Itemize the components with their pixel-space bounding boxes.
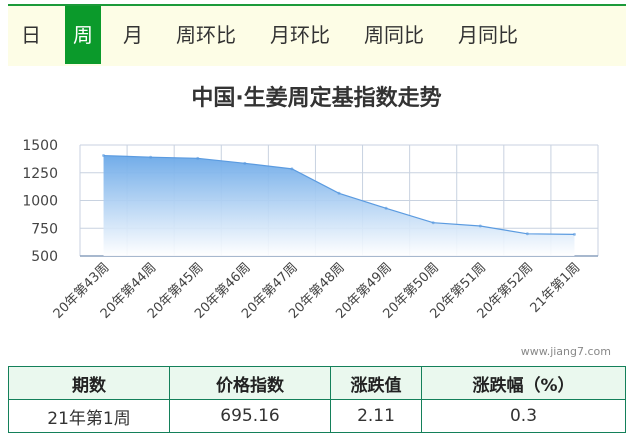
y-tick-label-1250: 1250 <box>22 166 58 182</box>
column-header-index: 价格指数 <box>169 366 331 400</box>
tab-week[interactable]: 周 <box>65 6 101 64</box>
tab-week-year-over-year[interactable]: 周同比 <box>364 23 424 47</box>
data-point-1 <box>149 155 153 159</box>
tab-month[interactable]: 月 <box>123 23 143 47</box>
column-header-change-percent: 涨跌幅（%） <box>421 366 626 400</box>
data-point-6 <box>384 206 388 210</box>
data-point-8 <box>478 224 482 228</box>
y-tick-label-1000: 1000 <box>22 194 58 210</box>
cell-period: 21年第1周 <box>8 399 170 433</box>
data-point-4 <box>290 167 294 171</box>
data-point-2 <box>196 156 200 160</box>
table-header-row: 期数 价格指数 涨跌值 涨跌幅（%） <box>8 366 626 400</box>
data-point-0 <box>102 154 106 158</box>
chart-title: 中国·生姜周定基指数走势 <box>191 86 442 111</box>
cell-index: 695.16 <box>169 399 331 433</box>
watermark: www.jiang7.com <box>520 345 611 358</box>
data-point-10 <box>572 232 576 236</box>
cell-change-value: 2.11 <box>330 399 422 433</box>
tab-month-over-month[interactable]: 月环比 <box>270 23 330 47</box>
data-point-9 <box>525 232 529 236</box>
index-summary-table: 期数 价格指数 涨跌值 涨跌幅（%） 21年第1周 695.16 2.11 0.… <box>8 366 626 433</box>
table-row: 21年第1周 695.16 2.11 0.3 <box>8 399 626 433</box>
data-point-3 <box>243 161 247 165</box>
data-point-5 <box>337 191 341 195</box>
tab-day[interactable]: 日 <box>21 23 41 47</box>
column-header-period: 期数 <box>8 366 170 400</box>
x-tick-label-10: 21年第1周 <box>528 260 584 316</box>
y-tick-label-750: 750 <box>31 221 58 237</box>
series-area <box>103 155 575 256</box>
period-tab-bar: 日 周 月 周环比 月环比 周同比 月同比 <box>8 4 626 66</box>
cell-change-percent: 0.3 <box>421 399 626 433</box>
tab-month-year-over-year[interactable]: 月同比 <box>458 23 518 47</box>
index-trend-chart: 50075010001250150020年第43周20年第44周20年第45周2… <box>22 138 599 322</box>
column-header-change-value: 涨跌值 <box>330 366 422 400</box>
y-tick-label-1500: 1500 <box>22 138 58 154</box>
data-point-7 <box>431 221 435 225</box>
tab-week-over-week[interactable]: 周环比 <box>176 23 236 47</box>
y-tick-label-500: 500 <box>31 249 58 265</box>
